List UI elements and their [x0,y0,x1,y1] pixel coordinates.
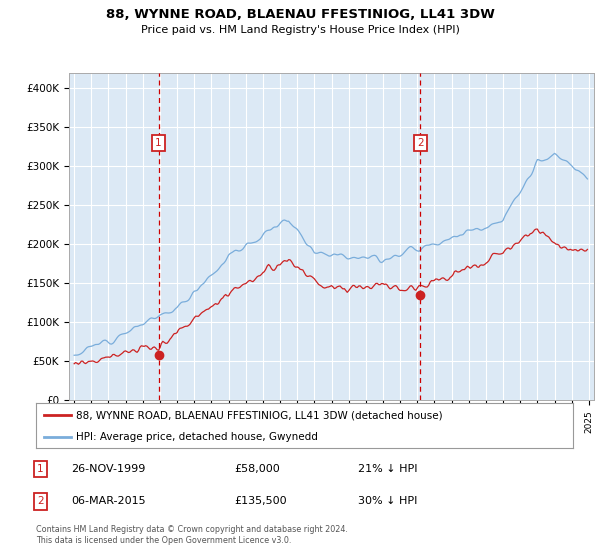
Text: 06-MAR-2015: 06-MAR-2015 [71,496,146,506]
Text: 26-NOV-1999: 26-NOV-1999 [71,464,145,474]
Text: Price paid vs. HM Land Registry's House Price Index (HPI): Price paid vs. HM Land Registry's House … [140,25,460,35]
Text: HPI: Average price, detached house, Gwynedd: HPI: Average price, detached house, Gwyn… [76,432,318,442]
Text: 1: 1 [37,464,44,474]
Text: 21% ↓ HPI: 21% ↓ HPI [358,464,418,474]
Text: £58,000: £58,000 [235,464,280,474]
Text: 2: 2 [37,496,44,506]
Text: 30% ↓ HPI: 30% ↓ HPI [358,496,418,506]
Text: 88, WYNNE ROAD, BLAENAU FFESTINIOG, LL41 3DW (detached house): 88, WYNNE ROAD, BLAENAU FFESTINIOG, LL41… [76,410,443,421]
Text: 88, WYNNE ROAD, BLAENAU FFESTINIOG, LL41 3DW: 88, WYNNE ROAD, BLAENAU FFESTINIOG, LL41… [106,8,494,21]
Text: Contains HM Land Registry data © Crown copyright and database right 2024.
This d: Contains HM Land Registry data © Crown c… [36,525,348,545]
Text: 2: 2 [417,138,424,148]
Text: 1: 1 [155,138,162,148]
Text: £135,500: £135,500 [235,496,287,506]
